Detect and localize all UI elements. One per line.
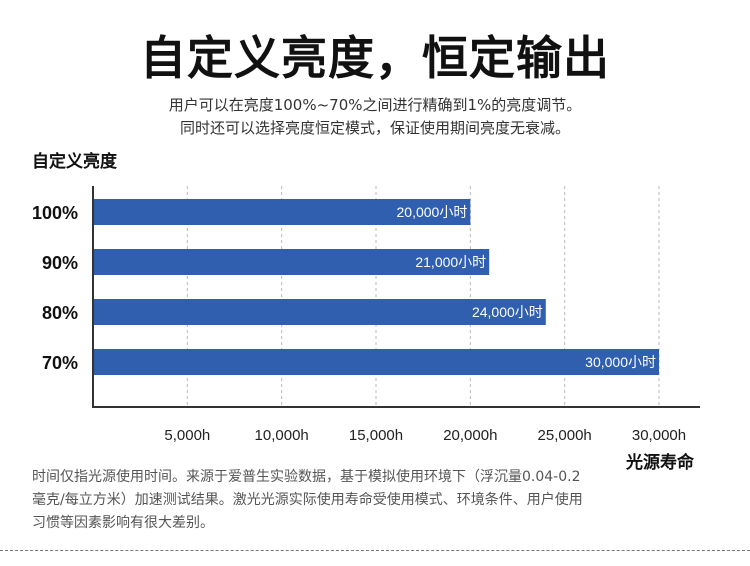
category-label-2: 80% <box>42 303 78 323</box>
x-tick-label-2: 15,000h <box>349 427 403 444</box>
bar-3 <box>93 349 659 375</box>
bar-data-label-3: 30,000小时 <box>585 354 656 370</box>
x-tick-label-0: 5,000h <box>164 427 210 444</box>
bar-0 <box>93 199 471 225</box>
page-headline: 自定义亮度，恒定输出 <box>140 31 610 85</box>
subtitle-line-1: 用户可以在亮度100%~70%之间进行精确到1%的亮度调节。 <box>168 96 582 114</box>
category-label-1: 90% <box>42 253 78 273</box>
bar-data-label-1: 21,000小时 <box>415 254 486 270</box>
footnote: 时间仅指光源使用时间。来源于爱普生实验数据，基于模拟使用环境下（浮沉量0.04-… <box>32 469 583 531</box>
bottom-divider <box>0 550 750 551</box>
x-tick-label-5: 30,000h <box>632 427 686 444</box>
bar-2 <box>93 299 546 325</box>
subtitle-line-2: 同时还可以选择亮度恒定模式，保证使用期间亮度无衰减。 <box>179 119 570 137</box>
x-tick-label-3: 20,000h <box>443 427 497 444</box>
x-tick-label-4: 25,000h <box>538 427 592 444</box>
category-label-3: 70% <box>42 353 78 373</box>
y-axis-title: 自定义亮度 <box>32 152 117 172</box>
bar-data-label-0: 20,000小时 <box>397 204 468 220</box>
bar-data-label-2: 24,000小时 <box>472 304 543 320</box>
bar-1 <box>93 249 490 275</box>
category-label-0: 100% <box>32 203 78 223</box>
x-tick-label-1: 10,000h <box>255 427 309 444</box>
x-axis-title: 光源寿命 <box>626 453 694 473</box>
